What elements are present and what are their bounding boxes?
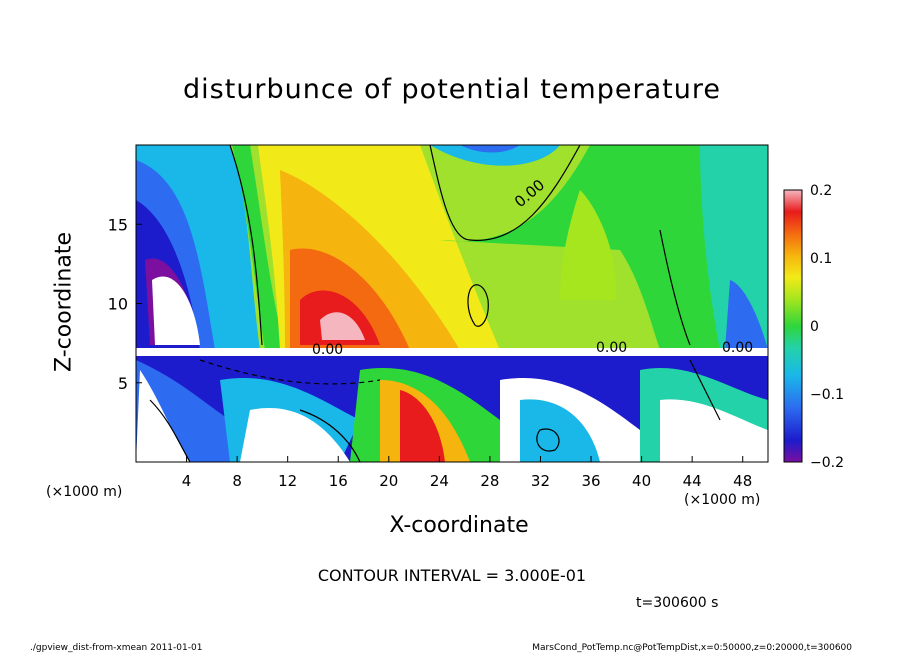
colorbar-tick-label: −0.2 — [810, 455, 844, 471]
x-tick-label: 36 — [581, 472, 600, 490]
contour-line — [659, 229, 691, 346]
x-tick-label: 32 — [531, 472, 550, 490]
x-tick-label: 4 — [182, 472, 192, 490]
x-tick-label: 12 — [278, 472, 297, 490]
contour-line — [299, 409, 361, 462]
time-label: t=300600 s — [636, 595, 719, 611]
footer-left: ./gpview_dist-from-xmean 2011-01-01 — [30, 643, 203, 653]
contour-line — [689, 359, 721, 421]
contour-label: 0.00 — [722, 340, 753, 356]
contour-line — [199, 359, 381, 385]
contour-line — [536, 428, 560, 452]
colorbar — [783, 189, 803, 463]
contour-label: 0.00 — [596, 340, 627, 356]
colorbar-tick-label: 0.1 — [810, 251, 832, 267]
contour-line — [149, 399, 191, 462]
x-tick-label: 28 — [480, 472, 499, 490]
contour-line — [229, 145, 263, 346]
footer-right: MarsCond_PotTemp.nc@PotTempDist,x=0:5000… — [532, 643, 852, 653]
colorbar-tick-label: 0 — [810, 319, 819, 335]
y-ticks: 5 10 15 — [108, 215, 142, 393]
x-tick-label: 16 — [329, 472, 348, 490]
x-tick-label: 24 — [430, 472, 449, 490]
x-tick-label: 48 — [733, 472, 752, 490]
y-tick-label: 5 — [118, 374, 128, 393]
x-ticks: 4 8 12 16 20 24 28 32 36 40 44 48 — [182, 456, 752, 490]
contour-lines — [149, 145, 721, 462]
chart-title: disturbunce of potential temperature — [183, 74, 721, 105]
contour-label: 0.00 — [312, 342, 343, 358]
contour-line — [467, 284, 489, 327]
colorbar-tick-label: −0.1 — [810, 387, 844, 403]
contour-interval: CONTOUR INTERVAL = 3.000E-01 — [317, 566, 587, 585]
contour-line — [429, 145, 581, 241]
x-tick-label: 20 — [379, 472, 398, 490]
heatmap-field — [136, 145, 768, 462]
x-axis-label: X-coordinate — [389, 513, 529, 538]
x-axis-unit: (×1000 m) — [684, 492, 761, 508]
colorbar-ticks: 0.2 0.1 0 −0.1 −0.2 — [810, 183, 844, 471]
x-tick-label: 44 — [683, 472, 702, 490]
y-axis-unit: (×1000 m) — [46, 484, 123, 500]
x-tick-label: 40 — [632, 472, 651, 490]
y-tick-label: 15 — [108, 215, 128, 234]
y-tick-label: 10 — [108, 295, 128, 314]
colorbar-tick-label: 0.2 — [810, 183, 832, 199]
x-tick-label: 8 — [232, 472, 242, 490]
